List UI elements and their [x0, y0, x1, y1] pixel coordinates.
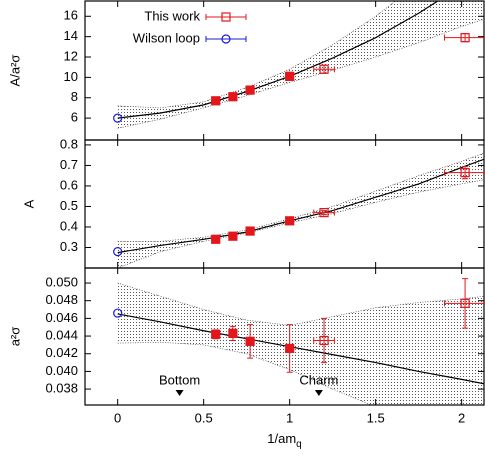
x-error-bar	[443, 300, 485, 307]
point	[460, 33, 470, 43]
y-tick-label: 0.040	[45, 363, 78, 378]
y-axis-label: A	[21, 199, 36, 208]
x-axis-label: 1/amq	[267, 431, 301, 449]
point	[319, 208, 329, 218]
band-upper	[117, 1, 396, 109]
y-tick-label: 0.046	[45, 310, 78, 325]
y-tick-label: 16	[64, 8, 78, 23]
annotation-arrow	[314, 390, 323, 396]
point	[211, 234, 221, 244]
band-fill	[117, 153, 484, 268]
y-tick-label: 14	[64, 28, 78, 43]
plot-area	[117, 282, 484, 405]
y-tick-label: 0.8	[60, 136, 78, 151]
x-error-bar	[443, 34, 485, 41]
y-tick-label: 0.050	[45, 274, 78, 289]
plot-area	[117, 1, 484, 129]
point	[319, 64, 329, 74]
y-tick-label: 0.038	[45, 381, 78, 396]
panel: 6 8 10 12 14 16 A/a²σ This work Wilson loop	[7, 0, 485, 141]
y-tick-label: 12	[64, 48, 78, 63]
y-tick-label: 0.3	[60, 239, 78, 254]
y-tick-label: 0.6	[60, 177, 78, 192]
band-lower	[117, 179, 484, 268]
x-error-bar	[443, 169, 485, 176]
panel: 0.3 0.4 0.5 0.6 0.7 0.8 A	[21, 136, 485, 269]
fit-line	[117, 158, 484, 254]
y-tick-label: 0.042	[45, 345, 78, 360]
y-tick-label: 8	[71, 89, 78, 104]
x-axis-label-sub: q	[296, 439, 302, 450]
point	[211, 96, 221, 106]
band-upper	[117, 152, 484, 242]
band-fill	[117, 283, 484, 405]
annotation: Bottom	[159, 372, 200, 387]
y-tick-label: 10	[64, 69, 78, 84]
legend: This work Wilson loop	[133, 8, 247, 45]
y-tick-label: 0.048	[45, 292, 78, 307]
x-error-bar	[313, 337, 335, 344]
point	[245, 85, 255, 95]
band-fill	[117, 1, 484, 129]
point	[113, 246, 123, 257]
legend-label: Wilson loop	[133, 30, 200, 45]
fit-line	[117, 1, 439, 119]
y-axis-label: A/a²σ	[7, 55, 22, 87]
x-error-bar	[313, 209, 335, 216]
x-tick-label: 0	[114, 410, 121, 425]
y-tick-label: 0.7	[60, 157, 78, 172]
legend-label: This work	[144, 8, 200, 23]
point	[319, 335, 329, 346]
point	[228, 328, 238, 339]
x-tick-label: 0.5	[195, 410, 213, 425]
x-tick-label: 1	[286, 410, 293, 425]
point	[285, 343, 295, 354]
point	[113, 113, 123, 123]
band-lower	[117, 18, 484, 129]
point	[211, 329, 221, 339]
annotation: Charm	[299, 372, 338, 387]
plot-area	[117, 152, 484, 268]
point	[285, 71, 295, 81]
annotation-arrow	[175, 390, 184, 396]
point	[285, 216, 295, 226]
x-axis-label-main: 1/am	[267, 431, 296, 446]
point	[460, 168, 470, 178]
y-tick-label: 0.044	[45, 327, 78, 342]
panel: 0.038 0.040 0.042 0.044 0.046 0.048 0.050 0 0.5 1…	[7, 267, 485, 450]
point	[460, 298, 470, 308]
y-tick-label: 6	[71, 110, 78, 125]
point	[228, 92, 238, 102]
y-axis-label: a²σ	[7, 327, 22, 347]
y-tick-label: 0.5	[60, 198, 78, 213]
legend-sample	[205, 36, 247, 42]
legend-sample	[205, 14, 247, 20]
point	[221, 34, 231, 44]
point	[228, 231, 238, 241]
y-tick-label: 0.4	[60, 218, 78, 233]
fit-line	[117, 313, 484, 385]
x-tick-label: 2	[458, 410, 465, 425]
x-error-bar	[313, 66, 335, 73]
point	[113, 308, 123, 318]
band-upper	[117, 282, 484, 326]
x-tick-label: 1.5	[367, 410, 385, 425]
point	[245, 226, 255, 236]
point	[245, 336, 255, 346]
point	[221, 12, 231, 22]
